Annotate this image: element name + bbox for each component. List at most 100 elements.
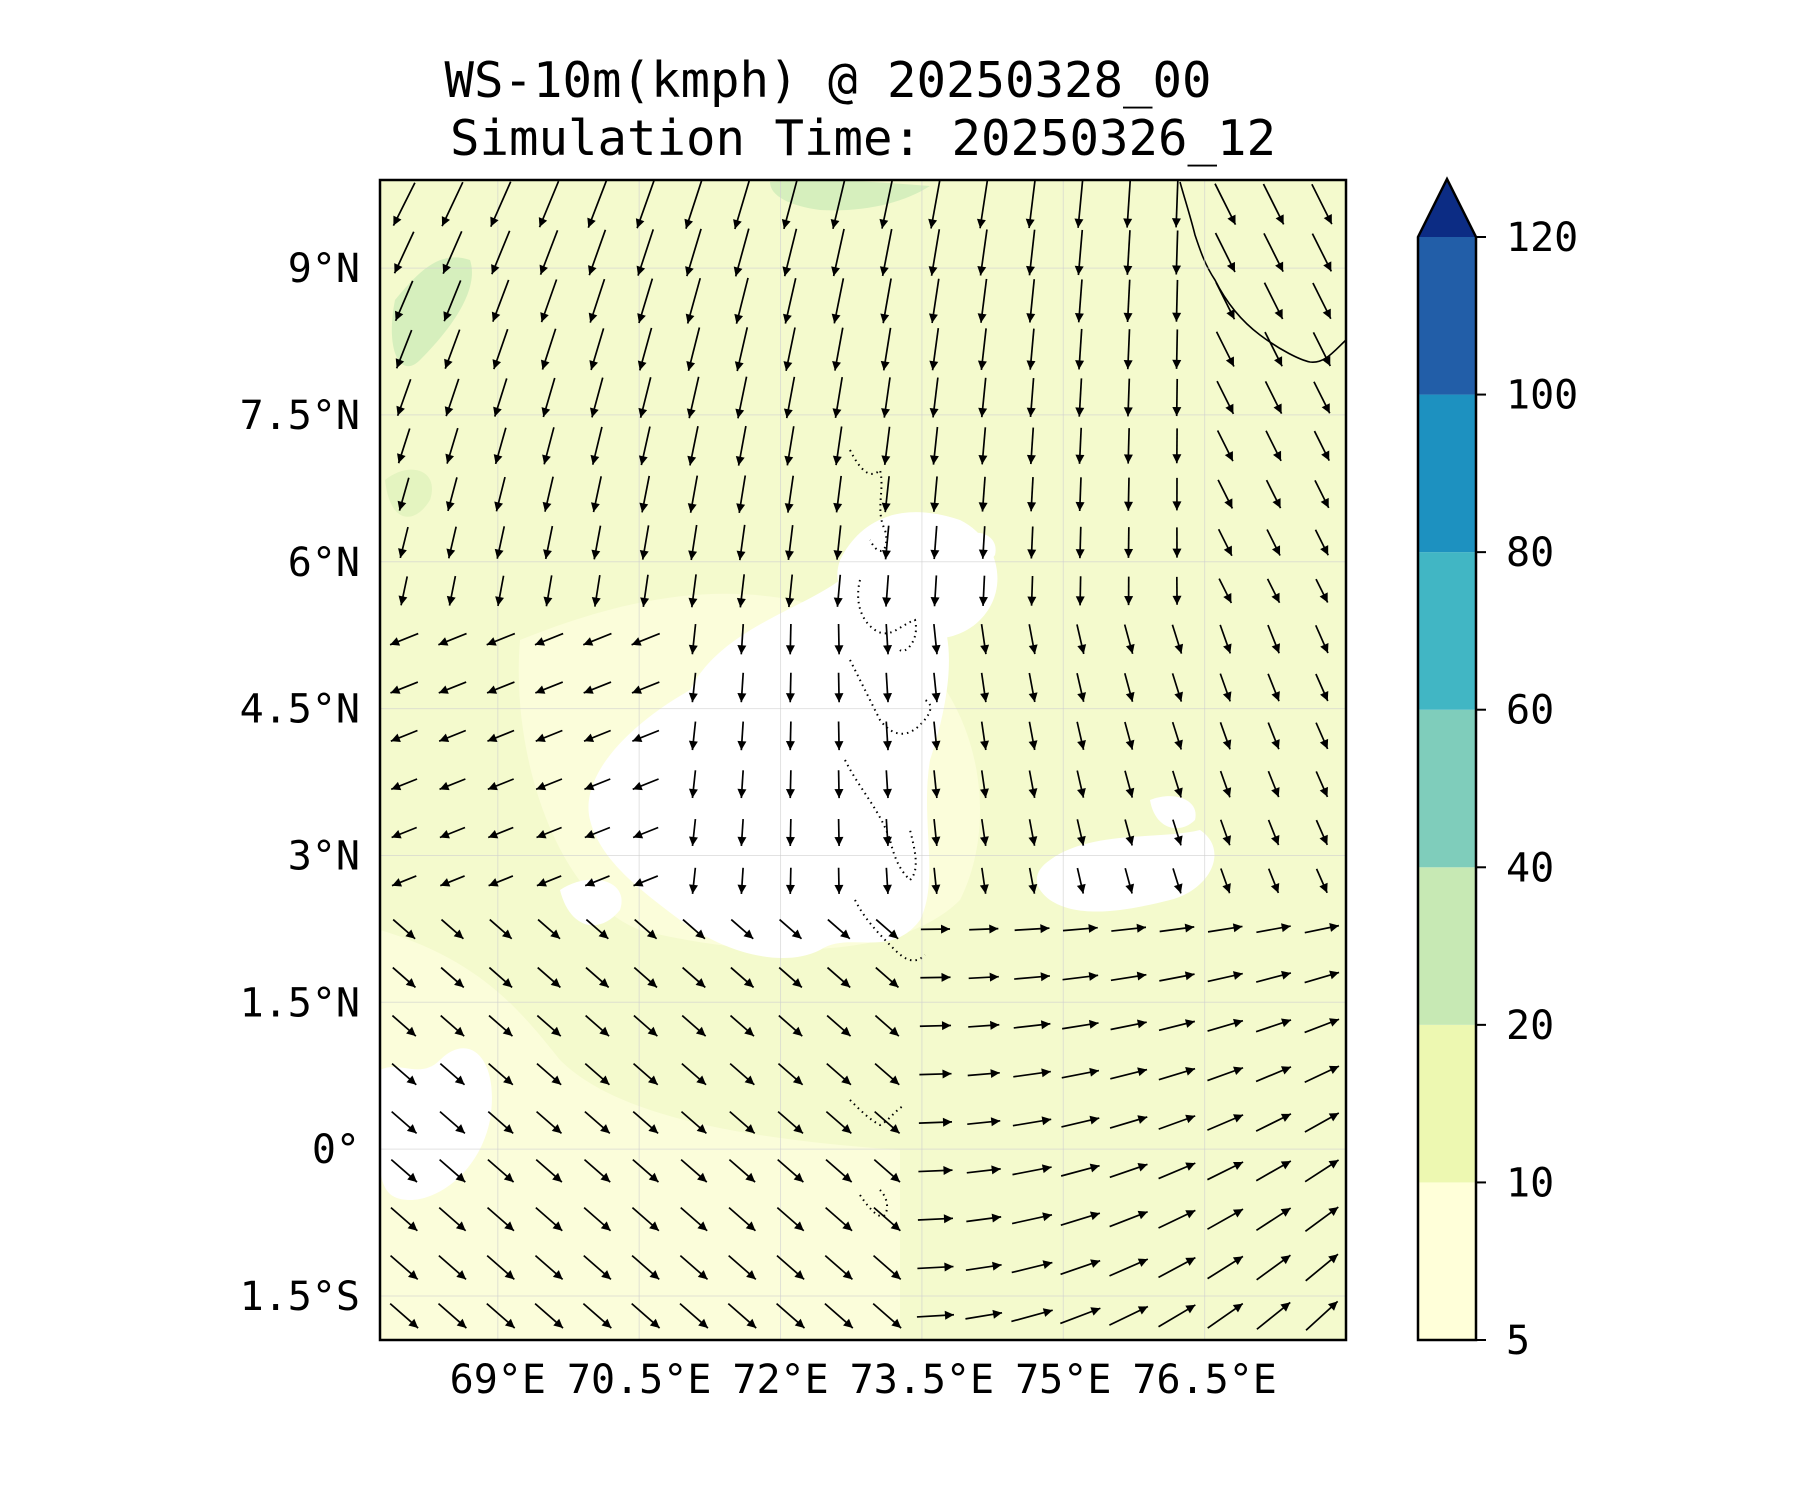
wind-vector xyxy=(1315,722,1329,750)
coastline-india xyxy=(1179,181,1346,363)
wind-vector xyxy=(1171,770,1183,798)
wind-vector xyxy=(398,526,409,559)
wind-vector xyxy=(1124,576,1134,606)
wind-vector xyxy=(1123,477,1133,511)
wind-vector xyxy=(1172,576,1182,605)
wind-vector xyxy=(978,476,988,512)
wind-vector xyxy=(879,180,894,229)
wind-vector xyxy=(827,918,851,940)
wind-vector xyxy=(1028,867,1038,894)
wind-vector xyxy=(1219,673,1232,702)
wind-vector xyxy=(1027,476,1037,512)
wind-vector xyxy=(540,328,557,370)
wind-vector xyxy=(1216,430,1234,462)
wind-vector xyxy=(875,966,900,989)
wind-vector xyxy=(486,632,516,646)
wind-vector xyxy=(1076,867,1086,894)
wind-vector xyxy=(1158,1114,1196,1130)
wind-vector xyxy=(833,574,843,607)
wind-vector xyxy=(392,918,416,940)
wind-vector xyxy=(1110,1067,1148,1080)
wind-vector xyxy=(590,426,603,465)
wind-vector xyxy=(391,875,417,887)
wind-vector xyxy=(880,327,892,371)
wind-vector xyxy=(392,966,417,989)
wind-vector xyxy=(965,1309,1003,1320)
wind-vector xyxy=(542,476,554,512)
wind-vector xyxy=(394,280,414,322)
wind-vector xyxy=(537,918,561,940)
wind-vector xyxy=(776,1206,805,1232)
wind-vector xyxy=(929,426,939,465)
wind-vector xyxy=(734,327,749,372)
wind-vector xyxy=(965,1261,1002,1272)
wind-vector xyxy=(873,1254,902,1281)
wind-vector xyxy=(735,376,748,419)
wind-vector xyxy=(831,278,845,324)
wind-vector xyxy=(783,376,796,419)
wind-vector xyxy=(487,778,514,791)
wind-vector xyxy=(1124,527,1134,558)
wind-vector xyxy=(737,721,747,751)
calm-area-sw xyxy=(380,1048,492,1200)
wind-vector xyxy=(1074,279,1084,323)
wind-vector xyxy=(393,231,415,274)
wind-vector xyxy=(785,525,794,560)
wind-vector xyxy=(438,729,467,742)
colorbar-segment xyxy=(1418,552,1476,710)
wind-vector xyxy=(588,278,606,323)
wind-vector xyxy=(688,672,698,703)
wind-vector xyxy=(589,328,605,371)
wind-vector xyxy=(686,376,700,419)
wind-vector xyxy=(635,180,655,229)
colorbar-extend-arrow xyxy=(1418,179,1476,237)
maldives-atolls xyxy=(844,449,932,1218)
wind-vector xyxy=(632,729,660,742)
wind-vector xyxy=(538,180,560,228)
wind-vector xyxy=(882,770,892,799)
wind-vector xyxy=(736,475,747,514)
wind-vector xyxy=(728,1254,757,1281)
wind-vector xyxy=(782,228,798,277)
wind-vector xyxy=(826,966,851,989)
wind-vector xyxy=(1219,624,1232,654)
wind-vector xyxy=(632,826,659,839)
atoll-6 xyxy=(849,1099,906,1127)
wind-vector xyxy=(536,1110,563,1135)
wind-vector xyxy=(1219,819,1231,846)
wind-vector xyxy=(1216,380,1235,415)
wind-vector xyxy=(492,328,509,370)
wind-vector xyxy=(881,426,891,466)
wind-vector xyxy=(833,475,843,513)
wind-vector xyxy=(834,818,844,847)
wind-vector xyxy=(536,826,562,839)
colorbar-tick-label: 120 xyxy=(1506,215,1578,261)
wind-vector xyxy=(438,1206,467,1232)
wind-vector xyxy=(1255,1207,1292,1231)
wind-vector xyxy=(1075,378,1085,417)
wind-vector xyxy=(536,1014,562,1037)
wind-vector xyxy=(633,1014,658,1037)
wind-vector xyxy=(1028,624,1038,655)
colorbar-segment xyxy=(1418,1024,1476,1183)
wind-vector xyxy=(539,230,559,275)
wind-vector xyxy=(680,1206,708,1232)
wind-vector xyxy=(445,477,458,512)
wind-vector xyxy=(1109,1210,1148,1228)
wind-vector xyxy=(444,329,461,370)
wind-vector xyxy=(784,475,795,513)
wind-vector xyxy=(1219,770,1232,798)
calm-area-central xyxy=(588,569,949,959)
wind-vector xyxy=(445,427,459,464)
wind-vector xyxy=(439,1158,466,1183)
wind-vector xyxy=(1075,526,1085,559)
wind-vector xyxy=(1304,923,1340,934)
wind-vector xyxy=(391,1014,417,1037)
wind-vector xyxy=(1012,1116,1052,1127)
wind-vector xyxy=(1263,232,1284,273)
wind-vector xyxy=(918,1166,953,1175)
wind-vector xyxy=(585,1014,610,1037)
wind-vector xyxy=(834,721,844,751)
wind-vector xyxy=(535,681,564,694)
wind-vector xyxy=(736,524,746,561)
